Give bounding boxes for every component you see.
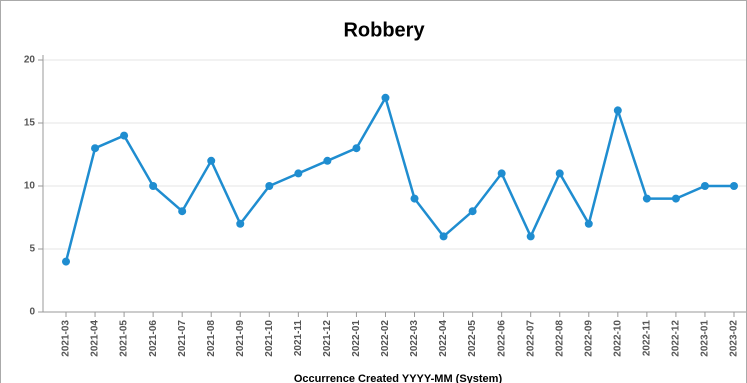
- point: [730, 182, 738, 190]
- x-tick-label: 2022-08: [554, 320, 565, 357]
- x-tick-label: 2021-03: [61, 320, 72, 357]
- point: [671, 194, 680, 203]
- x-tick-label: 2022-02: [380, 320, 391, 357]
- x-tick-label: 2022-09: [583, 320, 594, 357]
- y-tick-label: 0: [29, 307, 35, 318]
- point: [555, 169, 564, 178]
- point: [149, 182, 158, 190]
- x-tick-label: 2023-01: [700, 320, 711, 357]
- point: [497, 169, 506, 178]
- x-tick-label: 2022-05: [467, 320, 478, 357]
- x-tick-label: 2021-08: [206, 320, 217, 357]
- point: [410, 194, 419, 203]
- x-tick-label: 2023-02: [729, 320, 740, 357]
- x-tick-label: 2021-06: [148, 320, 159, 357]
- y-tick-label: 5: [29, 244, 35, 255]
- x-tick-label: 2021-10: [264, 320, 275, 357]
- y-tick-label: 20: [24, 55, 36, 66]
- x-axis-title: Occurrence Created YYYY-MM (System): [294, 373, 503, 383]
- x-tick-label: 2021-09: [235, 320, 246, 357]
- x-tick-label: 2021-05: [119, 320, 130, 357]
- x-tick-label: 2022-07: [525, 320, 536, 357]
- x-tick-label: 2021-11: [293, 320, 304, 357]
- point: [91, 144, 100, 153]
- point: [178, 207, 187, 216]
- x-tick-label: 2022-04: [438, 320, 449, 357]
- point: [468, 207, 477, 216]
- x-tick-label: 2022-12: [671, 320, 682, 357]
- point: [700, 182, 709, 190]
- point: [294, 169, 303, 178]
- x-tick-label: 2021-12: [322, 320, 333, 357]
- point: [526, 232, 535, 241]
- x-tick-label: 2022-06: [496, 320, 507, 357]
- line: [64, 94, 734, 262]
- x-tick-label: 2022-10: [612, 320, 623, 357]
- x-tick-label: 2021-04: [90, 320, 101, 357]
- chart-title: Robbery: [343, 19, 425, 41]
- x-tick-label: 2022-11: [642, 320, 653, 357]
- point: [642, 194, 651, 203]
- point: [62, 257, 70, 266]
- point: [120, 131, 129, 140]
- point: [265, 182, 274, 190]
- point: [584, 219, 593, 228]
- y-tick-label: 15: [24, 118, 36, 129]
- x-tick-label: 2022-03: [409, 320, 420, 357]
- x-tick-label: 2021-07: [177, 320, 188, 357]
- point: [613, 106, 622, 115]
- point: [381, 93, 390, 102]
- x-tick-label: 2022-01: [351, 320, 362, 357]
- point: [236, 219, 245, 228]
- point: [323, 156, 332, 165]
- y-tick-label: 10: [24, 181, 36, 192]
- point: [439, 232, 448, 241]
- point: [207, 156, 216, 165]
- point: [352, 144, 361, 153]
